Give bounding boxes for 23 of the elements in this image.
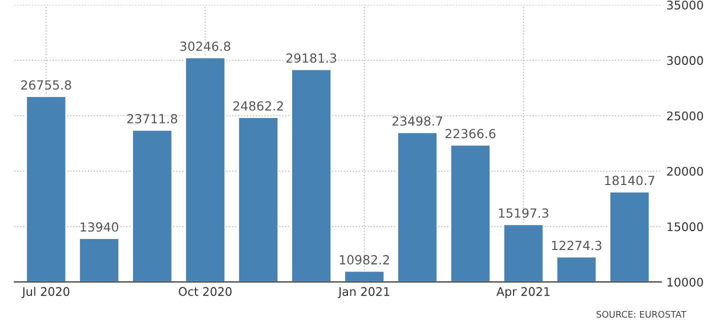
data-label: 13940: [80, 222, 118, 232]
x-tick-label: Jul 2020: [21, 286, 70, 298]
data-label: 26755.8: [21, 80, 72, 90]
x-tick-label: Oct 2020: [178, 287, 232, 296]
data-label: 12274.3: [552, 240, 602, 250]
y-tick-label: 20000: [667, 166, 704, 176]
data-label: 24862.2: [233, 101, 283, 111]
data-label: 29181.3: [286, 53, 336, 63]
data-label: 10982.2: [340, 255, 389, 265]
x-tick-label: Apr 2021: [496, 287, 550, 298]
data-label: 18140.7: [605, 176, 654, 186]
x-tick-label: Jan 2021: [338, 287, 390, 298]
y-tick-label: 25000: [667, 111, 704, 120]
y-tick-label: 10000: [668, 278, 704, 287]
data-label: 15197.3: [499, 208, 548, 218]
source-note: SOURCE: EUROSTAT: [596, 310, 686, 318]
data-label: 23711.8: [127, 114, 178, 124]
data-label: 23498.7: [392, 116, 442, 126]
data-label: 22366.6: [446, 128, 496, 138]
y-tick-label: 15000: [668, 222, 704, 232]
y-tick-label: 30000: [667, 56, 704, 65]
y-tick-label: 35000: [667, 0, 704, 10]
data-label: 30246.8: [180, 42, 230, 51]
